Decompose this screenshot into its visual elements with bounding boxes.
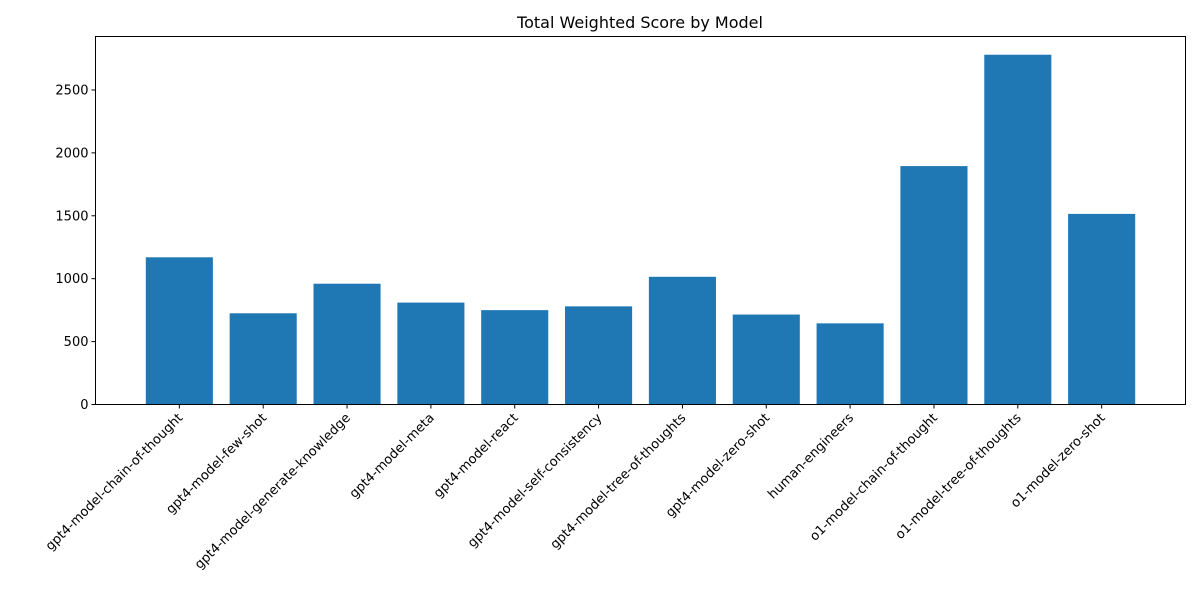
bar-gpt4-model-tree-of-thoughts bbox=[648, 276, 716, 405]
x-tick-label: gpt4-model-tree-of-thoughts bbox=[548, 411, 690, 553]
bar-gpt4-model-generate-knowledge bbox=[313, 283, 381, 405]
bar-gpt4-model-react bbox=[481, 310, 549, 405]
y-axis: 0 500 1000 1500 2000 2500 bbox=[55, 83, 96, 413]
x-axis: gpt4-model-chain-of-thoughtgpt4-model-fe… bbox=[43, 404, 1108, 573]
bar-gpt4-model-few-shot bbox=[229, 313, 297, 405]
y-tick-label: 2000 bbox=[55, 146, 88, 161]
y-tick-label: 0 bbox=[80, 398, 88, 413]
chart-title: Total Weighted Score by Model bbox=[516, 13, 763, 32]
x-tick-label: human-engineers bbox=[765, 411, 857, 503]
y-tick-label: 1000 bbox=[55, 272, 88, 287]
bar-o1-model-chain-of-thought bbox=[900, 166, 968, 405]
bar-gpt4-model-self-consistency bbox=[565, 306, 633, 405]
bar-o1-model-tree-of-thoughts bbox=[984, 54, 1052, 405]
bar-gpt4-model-zero-shot bbox=[732, 314, 800, 405]
x-tick-label: gpt4-model-generate-knowledge bbox=[192, 411, 354, 573]
x-tick-label: gpt4-model-self-consistency bbox=[465, 411, 605, 551]
y-tick-label: 2500 bbox=[55, 83, 88, 98]
bar-o1-model-zero-shot bbox=[1068, 213, 1136, 405]
bar-gpt4-model-meta bbox=[397, 302, 465, 405]
y-tick-label: 1500 bbox=[55, 209, 88, 224]
x-tick-label: gpt4-model-meta bbox=[347, 411, 438, 502]
y-tick-label: 500 bbox=[64, 335, 89, 350]
x-tick-label: gpt4-model-react bbox=[431, 411, 522, 502]
x-tick-label: gpt4-model-chain-of-thought bbox=[43, 411, 186, 554]
x-tick-label: o1-model-zero-shot bbox=[1008, 411, 1108, 511]
bar-gpt4-model-chain-of-thought bbox=[145, 257, 213, 405]
bar-human-engineers bbox=[816, 323, 884, 405]
bars-group bbox=[145, 54, 1136, 405]
plot-frame bbox=[95, 36, 1186, 405]
